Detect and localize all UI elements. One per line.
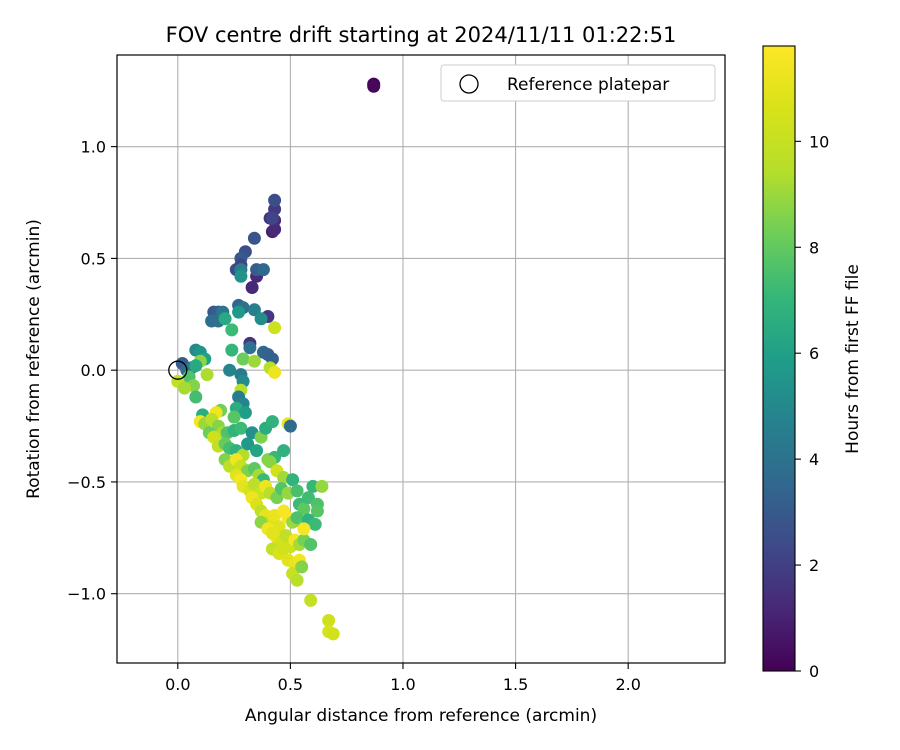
colorbar-label: Hours from first FF file [843,264,863,454]
data-point [277,542,291,556]
x-axis-ticks: 0.0 0.5 1.0 1.5 2.0 [165,663,641,694]
colorbar-tick-label: 8 [809,238,819,257]
data-point [189,390,203,404]
data-point [247,477,261,491]
data-point [315,479,329,493]
scatter-points [171,77,381,641]
data-point [200,368,214,382]
data-point [306,479,320,493]
data-point [265,211,279,225]
data-point [290,573,304,587]
data-point [304,538,318,551]
colorbar-gradient [763,46,795,671]
data-point [308,517,322,531]
data-point [268,193,282,207]
data-point [218,312,232,326]
data-point [234,421,248,435]
y-tick-label: −1.0 [67,585,106,604]
data-point [297,522,311,536]
data-point [283,419,297,433]
x-tick-label: 0.0 [165,675,190,694]
data-point [297,502,311,516]
data-point [247,303,261,317]
colorbar-ticks: 0 2 4 6 8 10 [795,132,829,681]
y-tick-label: 0.0 [81,361,106,380]
data-point [234,269,248,283]
y-tick-label: 1.0 [81,138,106,157]
data-point [326,627,340,641]
plot-frame [116,54,726,664]
grid-lines [117,55,725,663]
data-point [243,341,257,355]
legend-marker [459,74,479,94]
data-point [263,455,277,469]
data-point [268,365,282,379]
data-point [254,312,268,326]
data-point [227,410,241,424]
chart-title: FOV centre drift starting at 2024/11/11 … [166,23,677,47]
y-tick-label: −0.5 [67,473,106,492]
x-tick-label: 1.5 [503,675,528,694]
data-point [189,359,203,373]
x-tick-label: 0.5 [278,675,303,694]
data-point [232,305,246,319]
colorbar-tick-label: 4 [809,450,819,469]
data-point [268,321,282,335]
data-point [225,323,239,337]
data-point [247,354,261,368]
data-point [238,406,252,420]
y-axis-ticks: −1.0 −0.5 0.0 0.5 1.0 [67,138,117,604]
colorbar-tick-label: 2 [809,556,819,575]
data-point [223,363,237,377]
data-point [247,231,261,245]
data-point [268,222,282,236]
data-point [250,444,264,458]
y-axis-label: Rotation from reference (arcmin) [24,219,44,499]
colorbar: 0 2 4 6 8 10 Hours from first FF file [762,45,863,681]
data-point [245,281,259,294]
data-point [241,437,255,451]
legend: Reference platepar [440,64,716,102]
data-point [286,473,300,487]
data-point [322,614,336,627]
legend-box [440,64,716,102]
colorbar-tick-label: 0 [809,662,819,681]
data-point [265,415,279,429]
data-point [290,511,304,525]
colorbar-frame [762,45,796,672]
data-point [236,352,250,366]
colorbar-tick-label: 6 [809,344,819,363]
legend-entry: Reference platepar [507,75,669,95]
data-point [290,484,304,498]
data-point [225,343,239,357]
data-point [295,560,309,574]
data-point [310,504,324,518]
x-tick-label: 2.0 [615,675,640,694]
x-axis-label: Angular distance from reference (arcmin) [245,706,597,726]
data-point [301,491,315,505]
reference-platepar-marker [168,360,188,380]
colorbar-tick-label: 10 [809,132,829,151]
data-point [367,79,381,93]
data-point [256,263,270,277]
data-point [304,593,318,607]
y-tick-label: 0.5 [81,249,106,268]
data-point [277,444,291,458]
x-tick-label: 1.0 [390,675,415,694]
data-point [178,381,192,395]
